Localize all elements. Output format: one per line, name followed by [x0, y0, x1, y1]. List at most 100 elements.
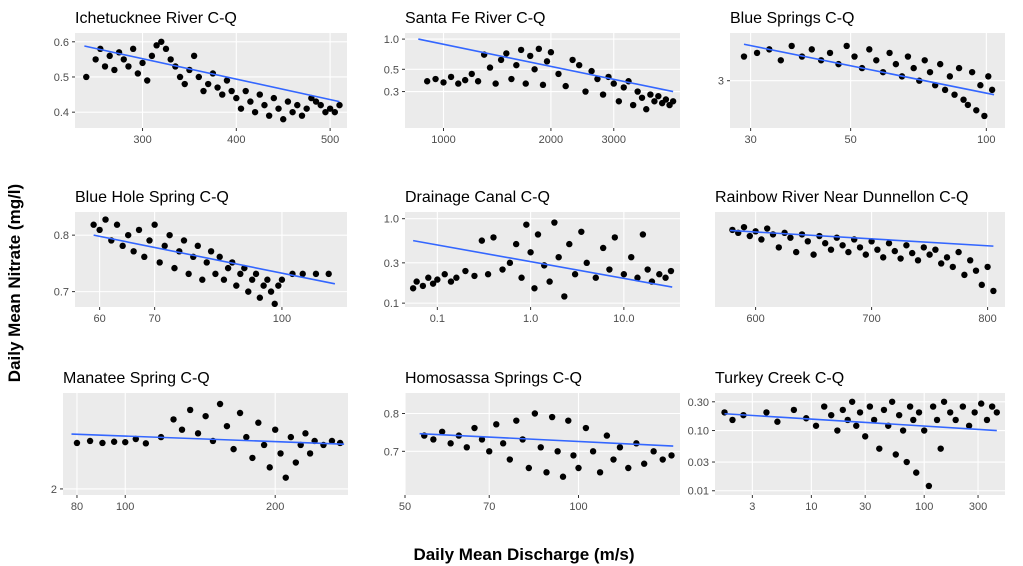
data-point [513, 61, 520, 69]
trend-line [84, 45, 340, 103]
data-point [135, 226, 143, 234]
data-point [139, 59, 146, 67]
data-point [302, 430, 309, 437]
data-point [176, 73, 184, 81]
x-tick-label: 400 [227, 134, 245, 146]
data-point [141, 253, 148, 261]
panel-title: Ichetucknee River C-Q [75, 10, 237, 27]
data-point [848, 398, 856, 405]
data-point [284, 98, 292, 105]
data-point [130, 248, 137, 255]
data-point [985, 73, 992, 80]
data-point [973, 107, 980, 114]
data-point [886, 49, 893, 57]
data-point [478, 237, 486, 244]
data-point [277, 450, 284, 457]
data-point [336, 439, 344, 447]
data-point [906, 403, 914, 410]
data-point [915, 409, 923, 416]
panel-title: Turkey Creek C-Q [715, 370, 844, 387]
data-point [546, 278, 553, 285]
data-point [620, 84, 627, 91]
data-point [903, 458, 910, 466]
data-point [740, 53, 748, 60]
panel-6: Rainbow River Near Dunnellon C-Q 600 700 80… [715, 189, 1005, 325]
data-point [423, 78, 431, 85]
data-point [777, 57, 785, 64]
data-point [499, 440, 507, 447]
data-point [506, 456, 514, 463]
data-point [497, 56, 505, 64]
data-point [441, 271, 448, 278]
data-point [909, 249, 916, 257]
data-point [589, 448, 597, 455]
data-point [925, 482, 933, 490]
data-point [610, 80, 617, 87]
panel-background [75, 33, 347, 128]
data-point [583, 259, 590, 267]
data-point [662, 96, 670, 103]
data-point [543, 469, 550, 476]
data-point [278, 276, 286, 283]
data-point [236, 409, 244, 417]
data-point [522, 80, 529, 87]
data-point [317, 101, 324, 109]
data-point [243, 433, 250, 441]
data-point [517, 46, 525, 54]
data-point [634, 274, 641, 281]
data-point [325, 270, 332, 278]
y-tick-label: 2 [51, 484, 57, 496]
data-point [839, 242, 846, 249]
data-point [282, 474, 289, 481]
data-point [543, 58, 551, 65]
data-point [86, 437, 94, 445]
data-point [455, 80, 462, 87]
data-point [655, 92, 662, 100]
data-point [946, 73, 954, 80]
data-point [555, 70, 562, 78]
data-point [207, 248, 215, 255]
points-layer [721, 398, 1001, 490]
data-point [951, 91, 958, 98]
data-point [891, 247, 898, 255]
data-point [810, 251, 817, 258]
panel-title: Drainage Canal C-Q [405, 189, 550, 206]
data-point [575, 61, 583, 69]
data-point [132, 435, 139, 443]
data-point [603, 432, 611, 439]
y-tick-label: 0.8 [384, 408, 399, 420]
data-point [166, 231, 173, 239]
data-point [578, 228, 585, 235]
x-tick-label: 300 [969, 501, 987, 513]
data-point [551, 219, 558, 226]
x-tick-label: 70 [483, 501, 495, 513]
y-tick-label: 0.01 [688, 486, 709, 498]
data-point [874, 246, 881, 253]
data-point [237, 105, 245, 112]
data-point [968, 68, 976, 76]
panel-background [405, 212, 680, 307]
data-point [99, 439, 106, 447]
data-point [634, 88, 641, 95]
data-point [326, 105, 334, 112]
x-tick-label: 50 [399, 501, 411, 513]
data-point [834, 427, 841, 434]
data-point [312, 98, 320, 105]
data-point [793, 248, 800, 256]
data-point [462, 267, 469, 275]
data-point [249, 454, 256, 462]
panel-7: Manatee Spring C-Q 80 100 200 2 [51, 370, 348, 513]
x-tick-label: 50 [845, 134, 857, 146]
data-point [272, 426, 279, 433]
y-tick-label: 0.3 [384, 87, 399, 99]
data-point [873, 57, 880, 64]
y-tick-label: 0.3 [384, 258, 399, 270]
data-point [199, 276, 206, 283]
data-point [144, 77, 151, 84]
data-point [190, 52, 198, 60]
data-point [153, 42, 160, 49]
x-tick-label: 60 [93, 313, 105, 325]
data-point [539, 81, 547, 89]
data-point [280, 116, 287, 123]
